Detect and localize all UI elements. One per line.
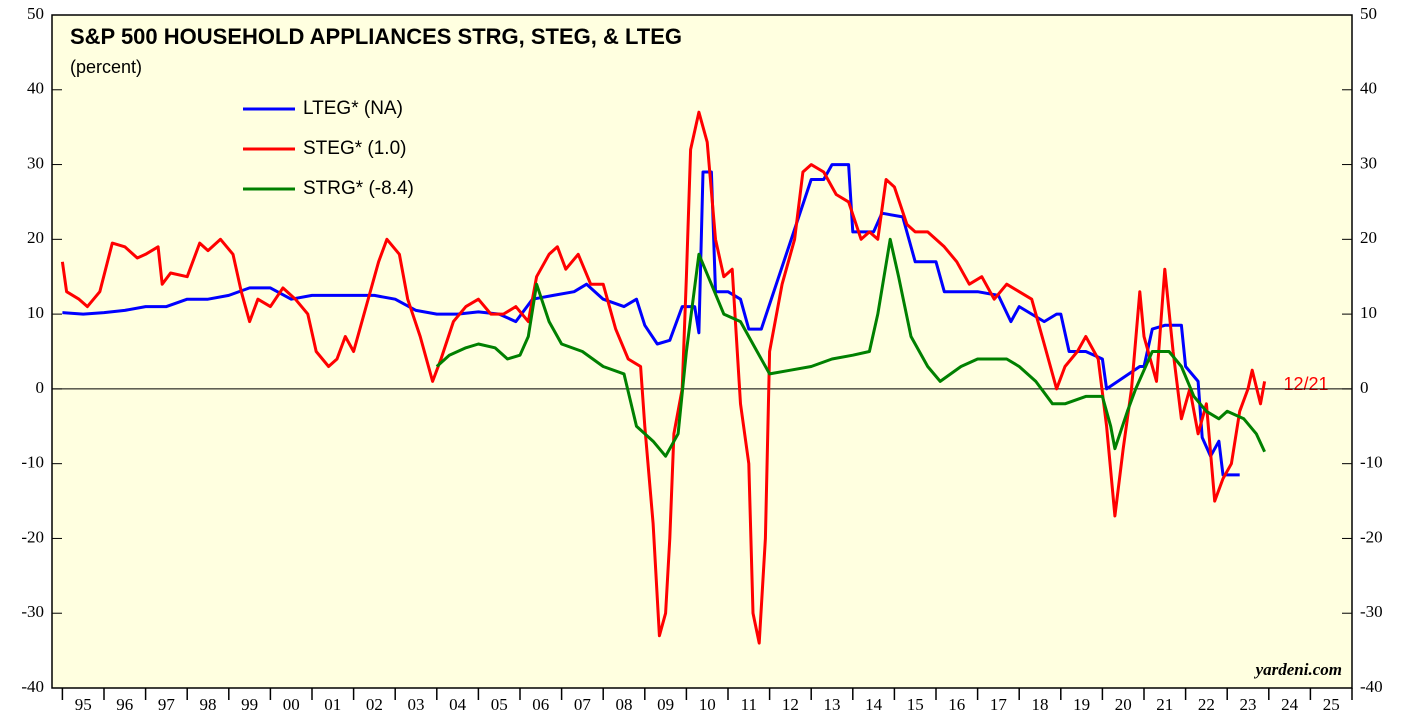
x-tick-label: 20 xyxy=(1115,695,1132,714)
y-tick-label: -10 xyxy=(21,453,44,472)
y-tick-label: -20 xyxy=(21,527,44,546)
annotation: 12/21 xyxy=(1283,374,1328,394)
x-tick-label: 16 xyxy=(948,695,965,714)
x-tick-label: 09 xyxy=(657,695,674,714)
x-tick-label: 00 xyxy=(283,695,300,714)
y2-tick-label: 50 xyxy=(1360,4,1377,23)
chart-title: S&P 500 HOUSEHOLD APPLIANCES STRG, STEG,… xyxy=(70,24,682,49)
x-tick-label: 08 xyxy=(616,695,633,714)
x-tick-label: 01 xyxy=(324,695,341,714)
x-tick-label: 13 xyxy=(824,695,841,714)
x-tick-label: 19 xyxy=(1073,695,1090,714)
y-tick-label: 10 xyxy=(27,303,44,322)
y2-tick-label: -30 xyxy=(1360,602,1383,621)
x-tick-label: 15 xyxy=(907,695,924,714)
x-tick-label: 02 xyxy=(366,695,383,714)
y-tick-label: 30 xyxy=(27,153,44,172)
x-tick-label: 12 xyxy=(782,695,799,714)
x-tick-label: 10 xyxy=(699,695,716,714)
x-tick-label: 06 xyxy=(532,695,549,714)
y2-tick-label: -20 xyxy=(1360,527,1383,546)
x-tick-label: 95 xyxy=(75,695,92,714)
series-line xyxy=(62,163,1240,477)
y-tick-label: 50 xyxy=(27,4,44,23)
x-tick-label: 21 xyxy=(1156,695,1173,714)
x-tick-label: 11 xyxy=(741,695,757,714)
y2-tick-label: 40 xyxy=(1360,79,1377,98)
y-tick-label: 40 xyxy=(27,79,44,98)
y-tick-label: 20 xyxy=(27,228,44,247)
x-tick-label: 99 xyxy=(241,695,258,714)
legend-label: STEG* (1.0) xyxy=(303,138,406,159)
source: yardeni.com xyxy=(1254,660,1342,679)
x-tick-label: 96 xyxy=(116,695,133,714)
y2-tick-label: -40 xyxy=(1360,677,1383,696)
x-tick-label: 03 xyxy=(408,695,425,714)
x-tick-label: 05 xyxy=(491,695,508,714)
y2-tick-label: 0 xyxy=(1360,378,1369,397)
y2-tick-label: 20 xyxy=(1360,228,1377,247)
y2-tick-label: -10 xyxy=(1360,453,1383,472)
y2-tick-label: 30 xyxy=(1360,153,1377,172)
series-line xyxy=(60,110,1267,645)
series-line xyxy=(435,237,1266,458)
y-tick-label: -30 xyxy=(21,602,44,621)
legend-label: STRG* (-8.4) xyxy=(303,178,414,199)
x-tick-label: 22 xyxy=(1198,695,1215,714)
y-tick-label: 0 xyxy=(36,378,45,397)
x-tick-label: 25 xyxy=(1323,695,1340,714)
x-tick-label: 18 xyxy=(1032,695,1049,714)
y2-tick-label: 10 xyxy=(1360,303,1377,322)
x-tick-label: 23 xyxy=(1240,695,1257,714)
x-tick-label: 04 xyxy=(449,695,467,714)
x-tick-label: 17 xyxy=(990,695,1008,714)
x-tick-label: 97 xyxy=(158,695,176,714)
x-tick-label: 14 xyxy=(865,695,883,714)
x-tick-label: 07 xyxy=(574,695,592,714)
y-tick-label: -40 xyxy=(21,677,44,696)
x-tick-label: 24 xyxy=(1281,695,1299,714)
x-tick-label: 98 xyxy=(200,695,217,714)
chart-subtitle: (percent) xyxy=(70,57,142,77)
legend-label: LTEG* (NA) xyxy=(303,98,403,119)
